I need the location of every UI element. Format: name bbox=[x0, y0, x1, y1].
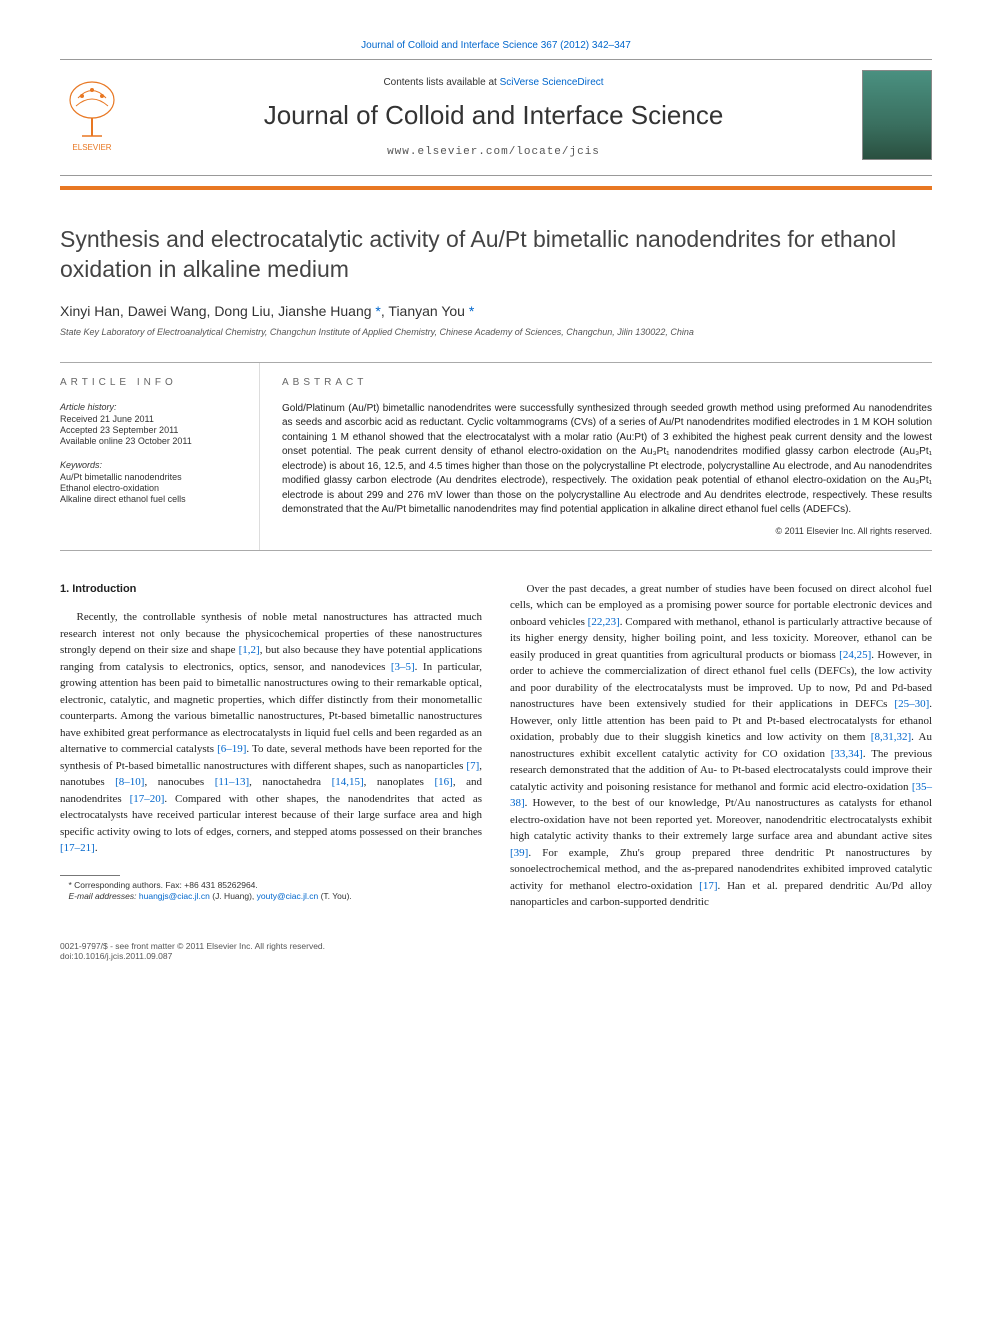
contents-available-line: Contents lists available at SciVerse Sci… bbox=[140, 77, 847, 88]
keyword: Alkaline direct ethanol fuel cells bbox=[60, 494, 241, 504]
abstract-copyright: © 2011 Elsevier Inc. All rights reserved… bbox=[282, 526, 932, 536]
keywords-label: Keywords: bbox=[60, 460, 241, 470]
citation-link[interactable]: [11–13] bbox=[215, 776, 249, 788]
right-column: Over the past decades, a great number of… bbox=[510, 581, 932, 911]
received-date: Received 21 June 2011 bbox=[60, 414, 241, 424]
citation-link[interactable]: [3–5] bbox=[391, 661, 415, 673]
elsevier-tree-logo-icon: ELSEVIER bbox=[60, 78, 125, 153]
citation-link[interactable]: [17] bbox=[699, 880, 717, 892]
header-center: Contents lists available at SciVerse Sci… bbox=[140, 69, 847, 166]
author-email-link[interactable]: huangjs@ciac.jl.cn bbox=[139, 891, 210, 901]
author-email-link[interactable]: youty@ciac.jl.cn bbox=[257, 891, 319, 901]
keyword: Ethanol electro-oxidation bbox=[60, 483, 241, 493]
journal-citation: Journal of Colloid and Interface Science… bbox=[60, 40, 932, 51]
journal-name: Journal of Colloid and Interface Science bbox=[140, 100, 847, 131]
citation-link[interactable]: [39] bbox=[510, 847, 528, 859]
corr-marker-icon: * bbox=[465, 303, 474, 319]
footnote-separator bbox=[60, 875, 120, 876]
sciencedirect-link[interactable]: SciVerse ScienceDirect bbox=[500, 77, 604, 88]
citation-link[interactable]: [25–30] bbox=[894, 698, 929, 710]
citation-link[interactable]: [24,25] bbox=[839, 649, 871, 661]
author-list: Xinyi Han, Dawei Wang, Dong Liu, Jianshe… bbox=[60, 303, 932, 319]
citation-link[interactable]: [1,2] bbox=[239, 644, 260, 656]
body-paragraph: Recently, the controllable synthesis of … bbox=[60, 609, 482, 857]
left-column: 1. Introduction Recently, the controllab… bbox=[60, 581, 482, 911]
online-date: Available online 23 October 2011 bbox=[60, 436, 241, 446]
corresponding-author-footnote: * Corresponding authors. Fax: +86 431 85… bbox=[60, 880, 482, 891]
body-columns: 1. Introduction Recently, the controllab… bbox=[60, 581, 932, 911]
journal-homepage-url[interactable]: www.elsevier.com/locate/jcis bbox=[140, 146, 847, 158]
citation-link[interactable]: [7] bbox=[466, 760, 479, 772]
citation-link[interactable]: [14,15] bbox=[332, 776, 364, 788]
citation-link[interactable]: [8,31,32] bbox=[871, 731, 911, 743]
journal-header: ELSEVIER Contents lists available at Sci… bbox=[60, 59, 932, 176]
email-attr: (J. Huang), bbox=[210, 891, 257, 901]
issn-line: 0021-9797/$ - see front matter © 2011 El… bbox=[60, 941, 932, 951]
info-abstract-row: ARTICLE INFO Article history: Received 2… bbox=[60, 362, 932, 551]
affiliation: State Key Laboratory of Electroanalytica… bbox=[60, 327, 932, 337]
email-footnote: E-mail addresses: huangjs@ciac.jl.cn (J.… bbox=[60, 891, 482, 902]
accepted-date: Accepted 23 September 2011 bbox=[60, 425, 241, 435]
publisher-logo-container: ELSEVIER bbox=[60, 68, 140, 168]
corr-marker-icon: * bbox=[372, 303, 381, 319]
article-info-heading: ARTICLE INFO bbox=[60, 377, 241, 388]
history-label: Article history: bbox=[60, 402, 241, 412]
citation-link[interactable]: [33,34] bbox=[831, 748, 863, 760]
email-attr: (T. You). bbox=[318, 891, 352, 901]
doi-line: doi:10.1016/j.jcis.2011.09.087 bbox=[60, 951, 932, 961]
intro-heading: 1. Introduction bbox=[60, 581, 482, 598]
citation-link[interactable]: [17–20] bbox=[130, 793, 165, 805]
article-info-block: ARTICLE INFO Article history: Received 2… bbox=[60, 363, 260, 550]
citation-link[interactable]: [16] bbox=[435, 776, 453, 788]
accent-bar bbox=[60, 186, 932, 190]
keyword: Au/Pt bimetallic nanodendrites bbox=[60, 472, 241, 482]
email-label: E-mail addresses: bbox=[69, 891, 139, 901]
contents-prefix: Contents lists available at bbox=[383, 77, 499, 88]
citation-link[interactable]: [35–38] bbox=[510, 781, 932, 810]
citation-link[interactable]: [6–19] bbox=[217, 743, 246, 755]
abstract-block: ABSTRACT Gold/Platinum (Au/Pt) bimetalli… bbox=[260, 363, 932, 550]
svg-text:ELSEVIER: ELSEVIER bbox=[72, 143, 111, 152]
abstract-heading: ABSTRACT bbox=[282, 377, 932, 388]
citation-link[interactable]: [8–10] bbox=[115, 776, 144, 788]
article-title: Synthesis and electrocatalytic activity … bbox=[60, 225, 932, 285]
journal-cover-thumbnail-icon bbox=[862, 70, 932, 160]
citation-link[interactable]: [17–21] bbox=[60, 842, 95, 854]
cover-thumb-container bbox=[847, 60, 932, 175]
citation-link[interactable]: [22,23] bbox=[588, 616, 620, 628]
abstract-text: Gold/Platinum (Au/Pt) bimetallic nanoden… bbox=[282, 402, 932, 518]
body-paragraph: Over the past decades, a great number of… bbox=[510, 581, 932, 911]
footer-bar: 0021-9797/$ - see front matter © 2011 El… bbox=[60, 941, 932, 961]
